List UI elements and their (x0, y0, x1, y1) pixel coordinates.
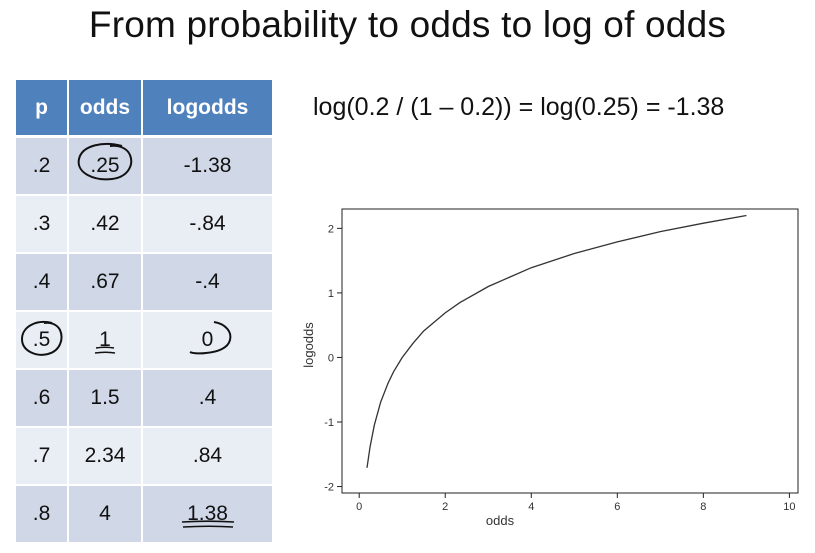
table-row: .7 2.34 .84 (16, 427, 272, 486)
table-row: .5 1 0 (16, 311, 272, 370)
x-tick-label: 6 (614, 501, 620, 513)
cell-p: .7 (16, 427, 69, 486)
col-header-odds: odds (68, 80, 143, 138)
x-tick-label: 2 (442, 501, 448, 513)
cell-p: .2 (16, 136, 69, 196)
cell-logodds: 0 (142, 311, 272, 370)
x-axis-label: odds (486, 513, 515, 528)
col-header-p: p (16, 80, 69, 138)
cell-p: .8 (16, 485, 69, 544)
y-tick-label: 1 (328, 288, 334, 300)
cell-logodds: 1.38 (142, 485, 272, 544)
cell-p: .5 (16, 311, 69, 370)
cell-p: .4 (16, 253, 69, 312)
y-tick-label: -1 (324, 417, 334, 429)
x-tick-label: 4 (528, 501, 534, 513)
plot-frame (341, 208, 799, 494)
y-tick-label: 0 (328, 352, 334, 364)
cell-odds: .25 (68, 136, 143, 196)
cell-odds: 2.34 (68, 427, 143, 486)
cell-logodds: .4 (142, 369, 272, 428)
y-tick-label: -2 (324, 482, 334, 494)
table-row: .2 .25 -1.38 (16, 136, 272, 196)
table-row: .8 4 1.38 (16, 485, 272, 544)
table-header-row: p odds logodds (16, 80, 272, 138)
y-axis-label: logodds (301, 322, 316, 368)
x-tick-label: 10 (783, 501, 795, 513)
logodds-curve (366, 214, 747, 468)
slide-title: From probability to odds to log of odds (88, 4, 727, 45)
table-row: .4 .67 -.4 (16, 253, 272, 312)
cell-logodds: -.4 (142, 253, 272, 312)
log-odds-formula: log(0.2 / (1 – 0.2)) = log(0.25) = -1.38 (313, 93, 725, 121)
cell-logodds: -1.38 (142, 136, 272, 196)
col-header-logodds: logodds (142, 80, 272, 138)
logodds-chart: 0 2 4 6 8 10 -2 -1 0 1 2 odds logodds (301, 208, 799, 528)
cell-odds: 1 (68, 311, 143, 370)
table-row: .3 .42 -.84 (16, 195, 272, 254)
cell-logodds: .84 (142, 427, 272, 486)
probability-table: p odds logodds .2 .25 -1.38 .3 .42 -.84 … (16, 80, 272, 544)
cell-odds: .42 (68, 195, 143, 254)
cell-p: .6 (16, 369, 69, 428)
cell-odds: .67 (68, 253, 143, 312)
cell-logodds: -.84 (142, 195, 272, 254)
table-row: .6 1.5 .4 (16, 369, 272, 428)
cell-p: .3 (16, 195, 69, 254)
y-tick-label: 2 (328, 223, 334, 235)
cell-odds: 4 (68, 485, 143, 544)
x-tick-label: 0 (356, 501, 362, 513)
x-tick-label: 8 (700, 501, 706, 513)
cell-odds: 1.5 (68, 369, 143, 428)
